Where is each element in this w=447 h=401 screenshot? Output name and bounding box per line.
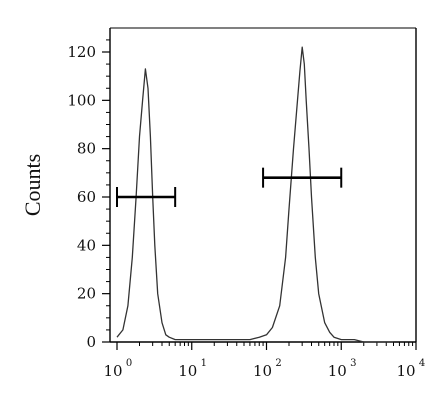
y-tick-label: 0 [86,333,96,351]
gate-markers [116,167,343,207]
y-tick-label: 80 [77,140,96,158]
series-layer [116,46,394,343]
y-ticks: 0 20 40 60 80 100 120 [67,43,110,351]
y-axis-title: Counts [20,154,45,216]
x-ticks: 10 0 10 1 10 2 10 3 10 4 [103,342,425,380]
x-tick-label-exponent: 0 [126,358,132,369]
x-tick-label-exponent: 1 [201,358,207,369]
x-tick-label-base: 10 [328,362,347,380]
histogram-line [116,46,394,343]
y-tick-label: 20 [77,285,96,303]
y-tick-label: 40 [77,236,96,254]
x-tick-label-base: 10 [253,362,272,380]
x-tick-label-base: 10 [396,362,415,380]
y-minor-ticks [106,39,110,331]
x-tick-label-exponent: 4 [419,358,425,369]
x-tick-label-exponent: 2 [275,358,281,369]
y-tick-label: 60 [77,188,96,206]
x-tick-label-base: 10 [178,362,197,380]
x-tick-label-base: 10 [103,362,122,380]
y-tick-label: 120 [67,43,96,61]
x-tick-label-exponent: 3 [350,358,356,369]
y-tick-label: 100 [67,91,96,109]
